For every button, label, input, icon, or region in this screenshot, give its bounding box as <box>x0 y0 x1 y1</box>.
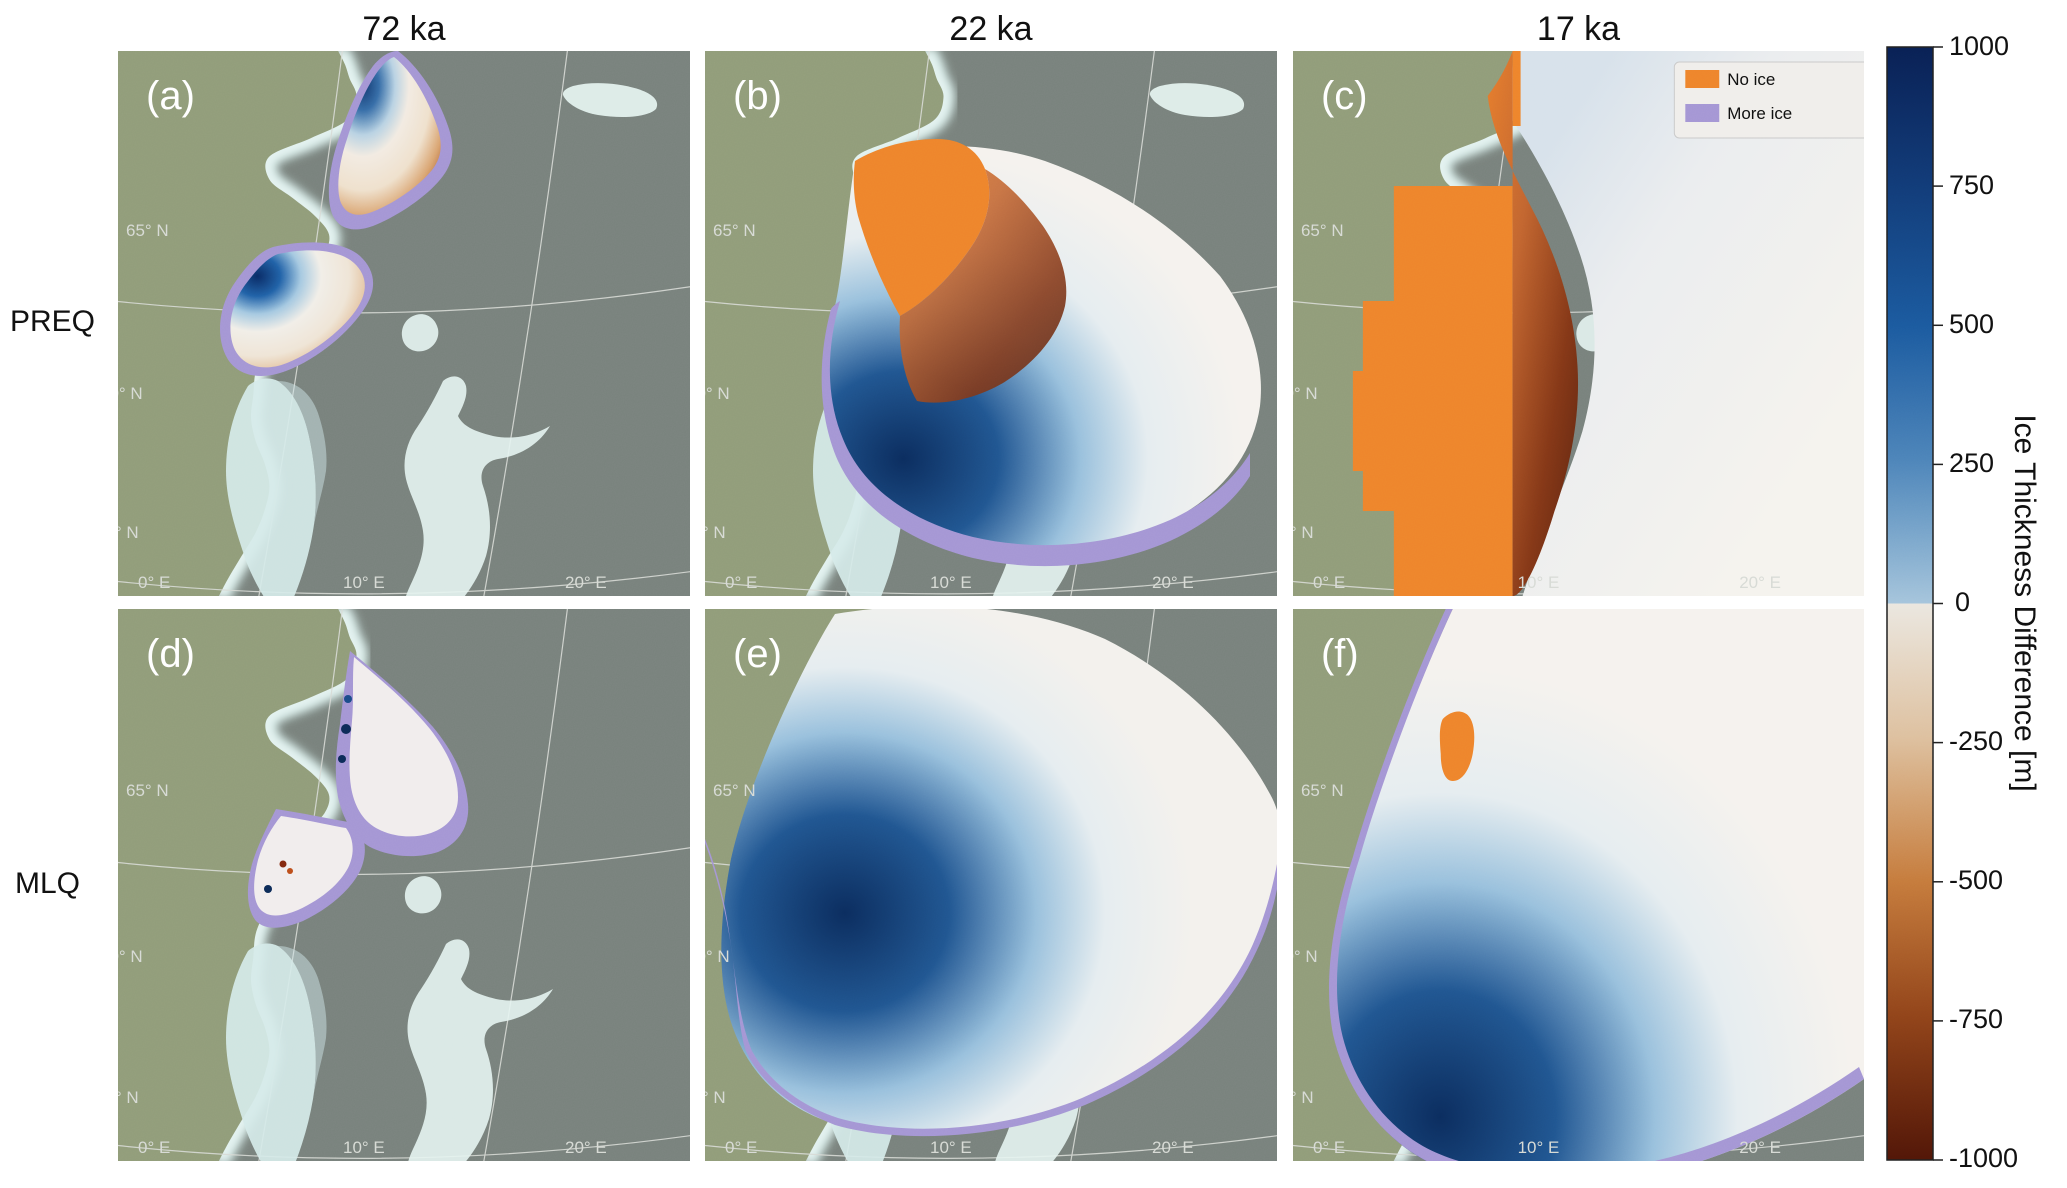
svg-text:(a): (a) <box>146 74 195 118</box>
svg-text:10° E: 10° E <box>930 1138 972 1157</box>
svg-text:Ice Thickness Difference [m]: Ice Thickness Difference [m] <box>2008 414 2041 791</box>
svg-text:60° N: 60° N <box>118 947 143 966</box>
svg-text:0° E: 0° E <box>138 573 170 592</box>
svg-text:0° E: 0° E <box>1313 573 1345 592</box>
svg-text:0° E: 0° E <box>138 1138 170 1157</box>
svg-text:55° N: 55° N <box>705 523 726 542</box>
svg-text:60° N: 60° N <box>118 384 143 403</box>
svg-text:500: 500 <box>1949 309 1994 339</box>
svg-text:65° N: 65° N <box>126 781 169 800</box>
svg-text:60° N: 60° N <box>1293 384 1318 403</box>
svg-text:65° N: 65° N <box>126 221 169 240</box>
svg-text:60° N: 60° N <box>705 947 730 966</box>
svg-text:-750: -750 <box>1949 1004 2003 1034</box>
svg-text:1000: 1000 <box>1949 31 2009 61</box>
svg-text:0° E: 0° E <box>1313 1138 1345 1157</box>
svg-text:10° E: 10° E <box>1518 573 1560 592</box>
svg-text:65° N: 65° N <box>713 781 756 800</box>
svg-text:0: 0 <box>1955 587 1970 617</box>
svg-text:(d): (d) <box>146 632 195 676</box>
svg-text:0° E: 0° E <box>725 573 757 592</box>
svg-text:-1000: -1000 <box>1949 1143 2018 1173</box>
svg-text:20° E: 20° E <box>1152 1138 1194 1157</box>
svg-text:750: 750 <box>1949 170 1994 200</box>
svg-text:(c): (c) <box>1321 74 1368 118</box>
svg-text:10° E: 10° E <box>1518 1138 1560 1157</box>
svg-text:60° N: 60° N <box>705 384 730 403</box>
svg-text:55° N: 55° N <box>705 1088 726 1107</box>
svg-text:60° N: 60° N <box>1293 947 1318 966</box>
svg-text:55° N: 55° N <box>1293 523 1314 542</box>
svg-text:65° N: 65° N <box>1301 781 1344 800</box>
svg-text:0° E: 0° E <box>725 1138 757 1157</box>
svg-text:65° N: 65° N <box>1301 221 1344 240</box>
svg-text:20° E: 20° E <box>1152 573 1194 592</box>
svg-text:-250: -250 <box>1949 726 2003 756</box>
svg-text:(e): (e) <box>733 632 782 676</box>
svg-text:65° N: 65° N <box>713 221 756 240</box>
svg-text:-500: -500 <box>1949 865 2003 895</box>
svg-text:20° E: 20° E <box>565 573 607 592</box>
svg-text:20° E: 20° E <box>1739 1138 1781 1157</box>
svg-text:10° E: 10° E <box>343 1138 385 1157</box>
svg-text:10° E: 10° E <box>343 573 385 592</box>
svg-text:(b): (b) <box>733 74 782 118</box>
svg-text:More ice: More ice <box>1727 104 1792 123</box>
svg-text:10° E: 10° E <box>930 573 972 592</box>
svg-text:250: 250 <box>1949 448 1994 478</box>
svg-text:No ice: No ice <box>1727 70 1775 89</box>
svg-text:55° N: 55° N <box>1293 1088 1314 1107</box>
svg-text:20° E: 20° E <box>565 1138 607 1157</box>
svg-text:55° N: 55° N <box>118 523 139 542</box>
svg-text:55° N: 55° N <box>118 1088 139 1107</box>
svg-text:(f): (f) <box>1321 632 1359 676</box>
svg-text:20° E: 20° E <box>1739 573 1781 592</box>
